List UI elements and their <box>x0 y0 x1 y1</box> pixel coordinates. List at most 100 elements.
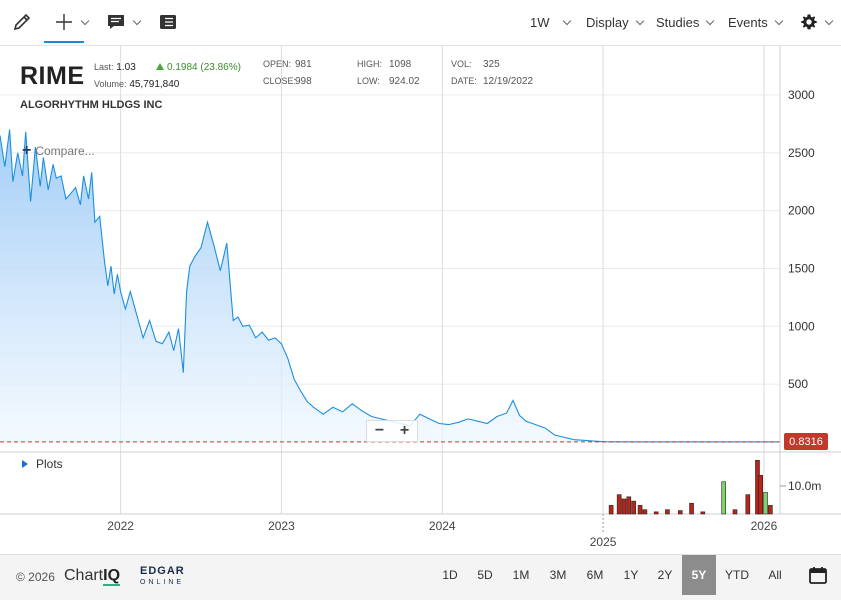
low-readout: LOW: <box>357 76 380 87</box>
range-button-1m[interactable]: 1M <box>512 568 530 582</box>
vol-readout: VOL: <box>451 59 472 70</box>
volume-bar <box>637 505 643 515</box>
chevron-down-icon <box>706 16 715 26</box>
volume-bar <box>721 481 727 515</box>
ticker-symbol: RIME <box>20 62 85 90</box>
volume-bar <box>608 505 614 515</box>
volume-bar <box>758 475 764 515</box>
caret-right-icon <box>22 460 28 468</box>
plots-label: Plots <box>36 457 63 471</box>
range-button-ytd[interactable]: YTD <box>725 568 749 582</box>
compare-button[interactable]: + Compare... <box>22 142 95 160</box>
volume-bar <box>616 494 622 515</box>
active-tool-indicator <box>44 41 84 43</box>
x-tick-label: 2024 <box>429 519 456 533</box>
zoom-out-button[interactable]: − <box>374 422 385 439</box>
plots-toggle[interactable]: Plots <box>22 457 63 471</box>
volume-bar <box>621 498 627 515</box>
volume-bar <box>665 509 670 515</box>
last-value: 1.03 <box>116 62 136 73</box>
events-menu[interactable]: Events <box>728 15 783 30</box>
low-label: LOW: <box>357 76 380 86</box>
chevron-down-icon <box>562 16 571 26</box>
vol-label: VOL: <box>451 59 472 69</box>
low-value: 924.02 <box>389 76 420 87</box>
volume-value: 45,791,840 <box>129 79 180 90</box>
price-line <box>0 129 780 443</box>
range-button-2y[interactable]: 2Y <box>657 568 673 582</box>
gear-icon[interactable] <box>800 10 834 34</box>
up-arrow-icon <box>156 63 164 70</box>
close-readout: CLOSE: <box>263 76 296 87</box>
y-tick-label: 2000 <box>788 204 815 218</box>
comment-icon[interactable] <box>106 10 142 34</box>
range-button-3m[interactable]: 3M <box>549 568 567 582</box>
edgar-online-logo: EDGAR ONLINE <box>140 566 185 588</box>
range-button-1y[interactable]: 1Y <box>623 568 639 582</box>
periodicity-menu[interactable]: 1W <box>530 15 571 30</box>
compare-label: Compare... <box>35 144 95 158</box>
volume-bar <box>745 494 751 515</box>
chevron-down-icon <box>774 16 783 26</box>
y-tick-label: 2500 <box>788 146 815 160</box>
volume-readout: Volume: 45,791,840 <box>94 79 179 90</box>
open-value: 981 <box>295 59 312 70</box>
chevron-down-icon <box>635 16 644 26</box>
chevron-down-icon <box>824 16 834 25</box>
last-price: Last: 1.03 <box>94 62 136 73</box>
studies-menu[interactable]: Studies <box>656 15 715 30</box>
close-label: CLOSE: <box>263 76 297 86</box>
volume-bar <box>763 492 768 515</box>
edgar-logo-text: EDGAR <box>140 565 185 577</box>
y-tick-label: 1000 <box>788 319 815 333</box>
zoom-in-button[interactable]: + <box>399 422 410 439</box>
events-label: Events <box>728 15 768 30</box>
x-tick-label: 2023 <box>268 519 295 533</box>
crosshair-icon[interactable] <box>54 10 90 34</box>
volume-bar <box>653 511 659 515</box>
price-chart[interactable]: 500 1000 1500 2000 2500 3000 2022 2023 2024 2025 2… <box>0 46 841 554</box>
pencil-icon[interactable] <box>12 10 32 34</box>
x-tick-label: 2025 <box>590 535 617 549</box>
calendar-icon[interactable] <box>808 565 828 585</box>
chartiq-logo: ChartIQ <box>64 567 121 586</box>
chart-area[interactable]: 500 1000 1500 2000 2500 3000 2022 2023 2024 2025 2… <box>0 46 841 554</box>
display-label: Display <box>586 15 629 30</box>
range-button-1d[interactable]: 1D <box>442 568 458 582</box>
volume-bar <box>631 500 636 515</box>
footer-bar: © 2026 ChartIQ EDGAR ONLINE 1D 5D 1M 3M 6M 1Y… <box>0 554 841 600</box>
close-value: 998 <box>295 76 312 87</box>
display-menu[interactable]: Display <box>586 15 644 30</box>
zoom-controls: − + <box>366 420 418 442</box>
current-price-tag: 0.8316 <box>784 433 828 450</box>
volume-tick-label: 10.0m <box>788 479 821 493</box>
volume-bar <box>732 509 738 515</box>
vol-value: 325 <box>483 59 500 70</box>
high-readout: HIGH: <box>357 59 382 70</box>
open-label: OPEN: <box>263 59 292 69</box>
periodicity-label: 1W <box>530 15 550 30</box>
studies-label: Studies <box>656 15 700 30</box>
range-button-5d[interactable]: 5D <box>477 568 493 582</box>
volume-bar <box>626 496 632 515</box>
chevron-down-icon <box>80 16 90 25</box>
change-value: 0.1984 (23.86%) <box>167 62 241 73</box>
chartiq-logo-iq: IQ <box>103 567 121 586</box>
volume-bar <box>689 502 694 515</box>
chartiq-logo-text: Chart <box>64 567 104 584</box>
table-icon[interactable] <box>158 10 178 34</box>
range-button-all[interactable]: All <box>768 568 782 582</box>
y-tick-label: 1500 <box>788 261 815 275</box>
volume-bar <box>768 505 773 515</box>
volume-bar <box>642 509 648 515</box>
x-tick-label: 2026 <box>751 519 778 533</box>
price-change: 0.1984 (23.86%) <box>156 62 241 73</box>
edgar-logo-subtext: ONLINE <box>140 579 185 586</box>
date-value: 12/19/2022 <box>483 76 534 87</box>
range-button-6m[interactable]: 6M <box>586 568 604 582</box>
copyright: © 2026 <box>16 570 55 584</box>
high-label: HIGH: <box>357 59 383 69</box>
plus-icon: + <box>22 142 32 159</box>
price-area <box>0 129 780 442</box>
range-button-5y[interactable]: 5Y <box>682 555 716 595</box>
